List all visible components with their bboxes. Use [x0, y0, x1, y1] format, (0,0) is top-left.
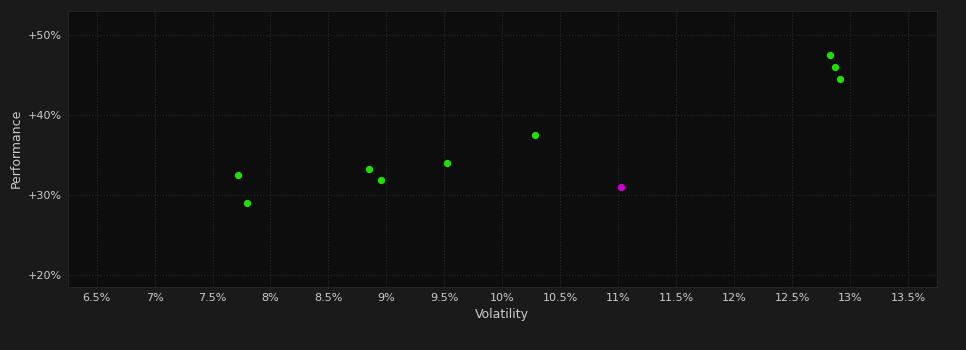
Point	[527, 132, 543, 138]
Point	[827, 64, 842, 69]
X-axis label: Volatility: Volatility	[475, 308, 529, 321]
Point	[230, 172, 245, 177]
Point	[240, 200, 255, 206]
Y-axis label: Performance: Performance	[10, 109, 22, 188]
Point	[361, 166, 377, 172]
Point	[612, 184, 628, 190]
Point	[823, 52, 838, 57]
Point	[439, 160, 454, 166]
Point	[373, 177, 388, 183]
Point	[832, 76, 847, 82]
